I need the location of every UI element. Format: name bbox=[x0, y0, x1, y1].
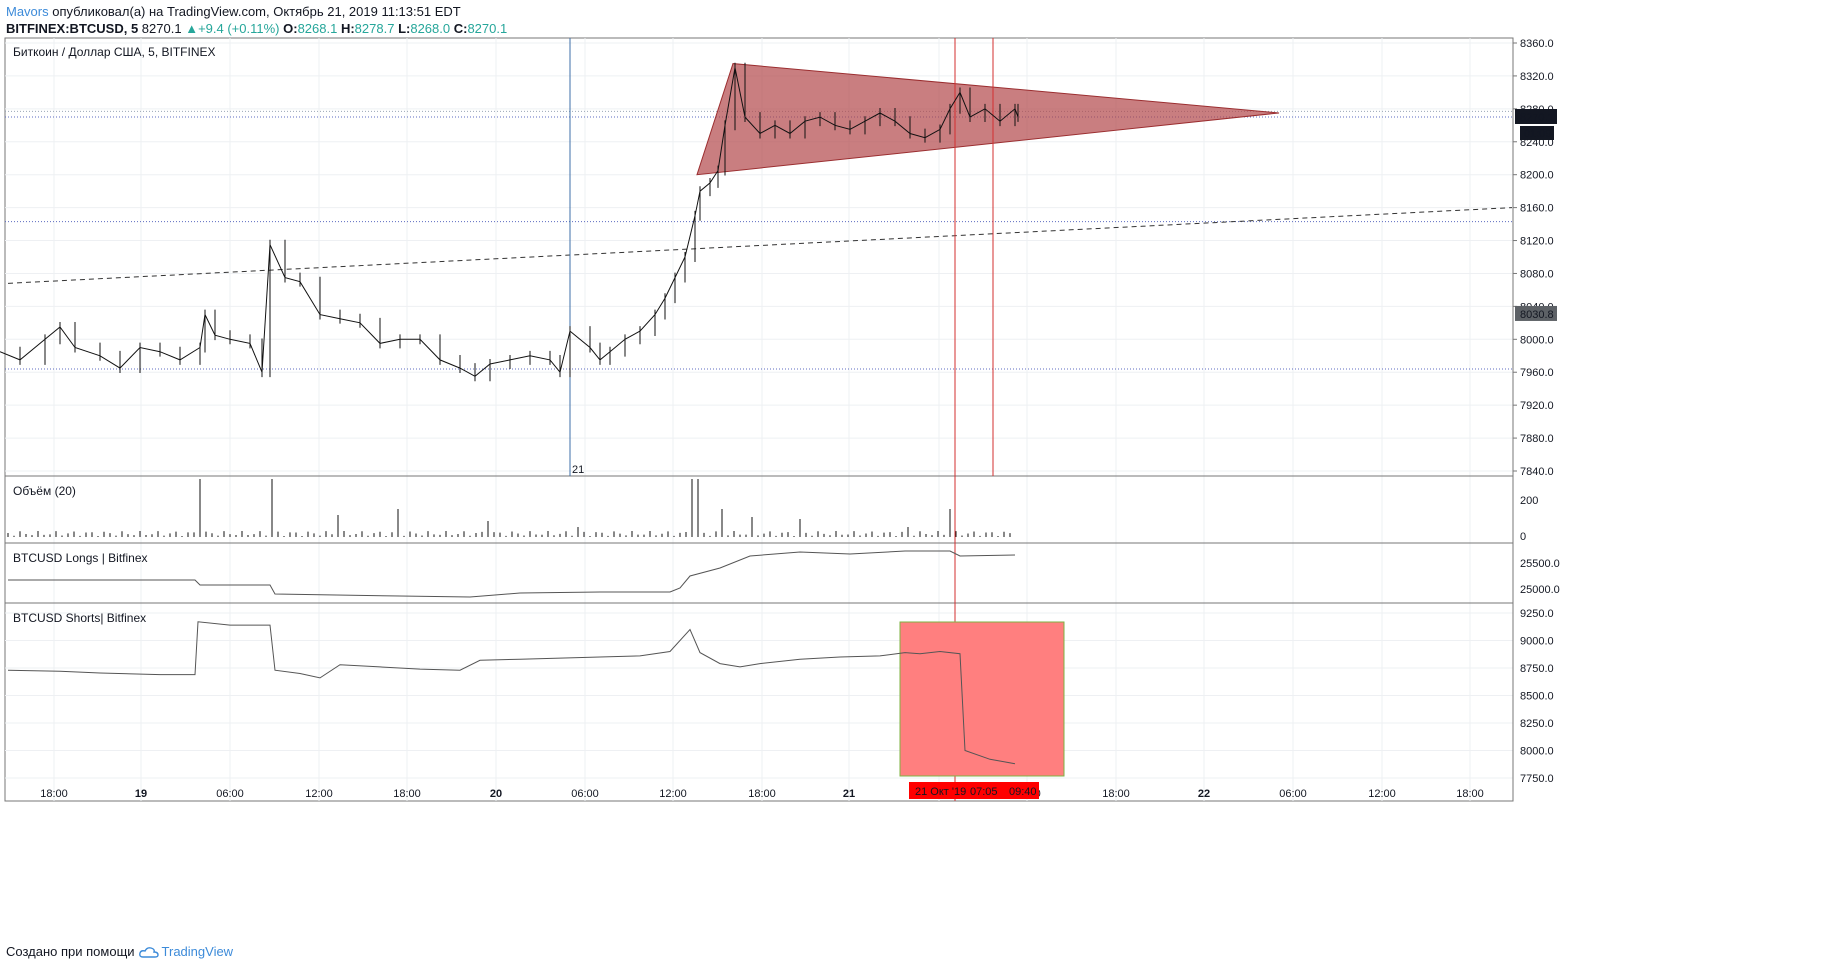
volume-pane-title: Объём (20) bbox=[13, 484, 76, 498]
longs-pane-title: BTCUSD Longs | Bitfinex bbox=[13, 551, 148, 565]
low-label: L: bbox=[398, 21, 411, 36]
time-tick-1: 19 bbox=[135, 788, 147, 800]
low-value: 8268.0 bbox=[410, 21, 451, 36]
time-tick-4: 18:00 bbox=[393, 788, 421, 800]
price-tick-7: 8080.0 bbox=[1520, 268, 1554, 280]
cloud-logo-icon bbox=[138, 946, 159, 958]
time-tick-12: 18:00 bbox=[1102, 788, 1130, 800]
time-highlight-date: 21 Окт '19 bbox=[915, 786, 966, 798]
time-highlight-end: 09:40 bbox=[1009, 786, 1037, 798]
publish-text: опубликовал(а) на TradingView.com, Октяб… bbox=[48, 4, 461, 19]
price-tick-1: 8320.0 bbox=[1520, 71, 1554, 83]
shorts-tick-1: 9000.0 bbox=[1520, 636, 1554, 648]
time-tick-3: 12:00 bbox=[305, 788, 333, 800]
price-labels: 8270.1 01:09 8030.8 bbox=[1515, 108, 1557, 321]
price-tick-13: 7840.0 bbox=[1520, 466, 1554, 478]
publish-info: Mavors опубликовал(а) на TradingView.com… bbox=[6, 4, 461, 19]
price-tick-4: 8200.0 bbox=[1520, 170, 1554, 182]
high-label: H: bbox=[340, 21, 355, 36]
shorts-highlight-box[interactable] bbox=[899, 621, 1065, 777]
footer: Создано при помощи TradingView bbox=[6, 944, 233, 959]
time-tick-9: 21 bbox=[843, 788, 855, 800]
main-pane-title: Биткоин / Доллар США, 5, BITFINEX bbox=[13, 45, 216, 59]
price-tick-10: 7960.0 bbox=[1520, 367, 1554, 379]
price-tick-12: 7880.0 bbox=[1520, 433, 1554, 445]
triangle-pattern[interactable] bbox=[696, 63, 1280, 176]
time-highlight-start: 07:05 bbox=[970, 786, 998, 798]
tradingview-link[interactable]: TradingView bbox=[138, 944, 234, 959]
price-tick-6: 8120.0 bbox=[1520, 236, 1554, 248]
close-value: 8270.1 bbox=[467, 21, 508, 36]
price-tick-9: 8000.0 bbox=[1520, 334, 1554, 346]
time-tick-8: 18:00 bbox=[748, 788, 776, 800]
volume-bars bbox=[7, 479, 1011, 537]
time-tick-6: 06:00 bbox=[571, 788, 599, 800]
time-tick-5: 20 bbox=[490, 788, 502, 800]
vertical-marker-label: 21 bbox=[572, 464, 584, 476]
shorts-tick-0: 9250.0 bbox=[1520, 608, 1554, 620]
price-axis[interactable]: 8360.08320.08280.08240.08200.08160.08120… bbox=[1513, 38, 1560, 785]
volume-tick-1: 0 bbox=[1520, 531, 1526, 543]
level-price-tag bbox=[1515, 305, 1557, 321]
dashed-trendline[interactable] bbox=[7, 207, 1513, 284]
last-price-tag bbox=[1515, 108, 1557, 124]
price-series bbox=[0, 62, 1019, 382]
shorts-line bbox=[7, 621, 1016, 765]
price-tick-11: 7920.0 bbox=[1520, 400, 1554, 412]
shorts-tick-4: 8250.0 bbox=[1520, 718, 1554, 730]
last-price-tag-text: 8270.1 bbox=[1520, 112, 1554, 124]
open-label: O: bbox=[283, 21, 298, 36]
time-tick-16: 18:00 bbox=[1456, 788, 1484, 800]
change-arrow-icon: ▲ bbox=[185, 21, 199, 36]
shorts-tick-3: 8500.0 bbox=[1520, 691, 1554, 703]
symbol-info: BITFINEX:BTCUSD, 5 8270.1 ▲+9.4 (+0.11%)… bbox=[6, 21, 507, 36]
time-range-highlight bbox=[909, 782, 1039, 799]
created-with-text: Создано при помощи bbox=[6, 944, 135, 959]
longs-tick-0: 25500.0 bbox=[1520, 558, 1560, 570]
shorts-tick-6: 7750.0 bbox=[1520, 773, 1554, 785]
time-tick-14: 06:00 bbox=[1279, 788, 1307, 800]
longs-tick-1: 25000.0 bbox=[1520, 584, 1560, 596]
shorts-tick-5: 8000.0 bbox=[1520, 746, 1554, 758]
author-link[interactable]: Mavors bbox=[6, 4, 49, 19]
symbol-name: BITFINEX:BTCUSD, 5 bbox=[6, 21, 139, 36]
time-tick-15: 12:00 bbox=[1368, 788, 1396, 800]
time-tick-0: 18:00 bbox=[40, 788, 68, 800]
open-value: 8268.1 bbox=[297, 21, 338, 36]
drawing-overlays[interactable]: 21 bbox=[5, 38, 1513, 801]
time-tick-7: 12:00 bbox=[659, 788, 687, 800]
shorts-tick-2: 8750.0 bbox=[1520, 663, 1554, 675]
high-value: 8278.7 bbox=[354, 21, 395, 36]
countdown-tag-text: 01:09 bbox=[1524, 128, 1552, 140]
level-price-tag-text: 8030.8 bbox=[1520, 309, 1554, 321]
last-price: 8270.1 bbox=[141, 21, 182, 36]
price-change: +9.4 (+0.11%) bbox=[198, 21, 280, 36]
time-axis[interactable]: 18:00 19 06:00 12:00 18:00 20 06:00 12:00 18:00 2… bbox=[40, 782, 1484, 800]
time-tick-2: 06:00 bbox=[216, 788, 244, 800]
longs-series bbox=[8, 550, 1016, 598]
longs-line bbox=[8, 550, 1016, 598]
volume-tick-0: 200 bbox=[1520, 495, 1538, 507]
grid-lines bbox=[5, 38, 1513, 801]
tradingview-brand: TradingView bbox=[161, 944, 234, 959]
price-tick-0: 8360.0 bbox=[1520, 38, 1554, 50]
close-label: C: bbox=[453, 21, 468, 36]
price-line bbox=[0, 67, 1019, 377]
price-tick-5: 8160.0 bbox=[1520, 203, 1554, 215]
countdown-tag bbox=[1520, 125, 1554, 140]
shorts-pane-title: BTCUSD Shorts| Bitfinex bbox=[13, 611, 146, 625]
time-tick-13: 22 bbox=[1198, 788, 1210, 800]
shorts-series bbox=[7, 621, 1016, 765]
